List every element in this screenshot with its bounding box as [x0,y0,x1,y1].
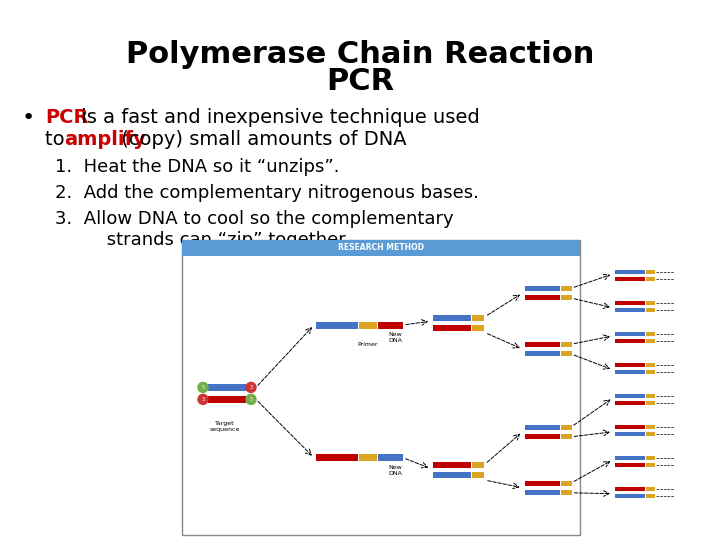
Bar [615,432,645,436]
Bar [646,339,655,343]
Bar [646,494,655,498]
Bar [433,325,471,330]
Bar [646,432,655,436]
Text: New
DNA: New DNA [388,465,402,476]
Bar [524,434,559,438]
Text: Primer: Primer [358,342,378,348]
Text: •: • [22,108,35,128]
Bar [560,342,572,347]
Bar [182,240,580,535]
Bar [615,332,645,336]
Text: New
DNA: New DNA [388,333,402,343]
Bar [615,370,645,374]
Bar [646,401,655,405]
Text: PCR: PCR [45,108,89,127]
Bar [646,394,655,398]
Bar [472,462,484,468]
Bar [615,308,645,312]
Bar [646,277,655,281]
Circle shape [246,382,256,393]
Bar [472,315,484,321]
Bar [615,339,645,343]
Text: 5: 5 [249,397,253,402]
Bar [472,325,484,330]
Bar [560,434,572,438]
Bar [615,301,645,305]
Bar [378,454,403,461]
Bar [615,394,645,398]
Bar [646,363,655,367]
Bar [524,351,559,356]
Bar [646,456,655,460]
Circle shape [198,382,208,393]
Text: 2.  Add the complementary nitrogenous bases.: 2. Add the complementary nitrogenous bas… [55,184,479,202]
Text: Target
sequence: Target sequence [210,421,240,431]
Text: RESEARCH METHOD: RESEARCH METHOD [338,244,424,253]
Circle shape [246,394,256,404]
Bar [433,315,471,321]
Bar [359,454,377,461]
Bar [560,490,572,495]
Bar [615,456,645,460]
Bar [646,463,655,467]
Bar [378,321,403,328]
Bar [316,321,358,328]
Bar [182,240,580,256]
Bar [646,301,655,305]
Bar [359,321,377,328]
Bar [524,286,559,291]
Bar [433,462,471,468]
Bar [560,425,572,430]
Bar [615,277,645,281]
Text: to: to [45,130,71,149]
Bar [615,487,645,491]
Text: 3.  Allow DNA to cool so the complementary
         strands can “zip” together.: 3. Allow DNA to cool so the complementar… [55,210,454,249]
Bar [560,351,572,356]
Bar [524,425,559,430]
Bar [615,363,645,367]
Bar [472,472,484,478]
Text: Polymerase Chain Reaction: Polymerase Chain Reaction [126,40,594,69]
Bar [615,425,645,429]
Bar [615,494,645,498]
Bar [560,286,572,291]
Bar [646,370,655,374]
Bar [646,487,655,491]
Text: 5: 5 [202,385,204,390]
Circle shape [198,394,208,404]
Bar [646,270,655,274]
Text: PCR: PCR [326,67,394,96]
Bar [316,454,358,461]
Text: 1.  Heat the DNA so it “unzips”.: 1. Heat the DNA so it “unzips”. [55,158,340,176]
Bar [646,308,655,312]
Text: 3: 3 [249,385,253,390]
Bar [560,481,572,486]
Bar [646,425,655,429]
Text: amplify: amplify [64,130,145,149]
Bar [524,342,559,347]
Bar [524,481,559,486]
Bar [646,332,655,336]
Text: (copy) small amounts of DNA: (copy) small amounts of DNA [115,130,407,149]
Bar [433,472,471,478]
Bar [524,295,559,300]
Bar [208,396,246,403]
Bar [615,463,645,467]
Text: is a fast and inexpensive technique used: is a fast and inexpensive technique used [75,108,480,127]
Bar [208,384,246,391]
Bar [560,295,572,300]
Bar [524,490,559,495]
Text: 3: 3 [202,397,204,402]
Bar [615,270,645,274]
Bar [615,401,645,405]
